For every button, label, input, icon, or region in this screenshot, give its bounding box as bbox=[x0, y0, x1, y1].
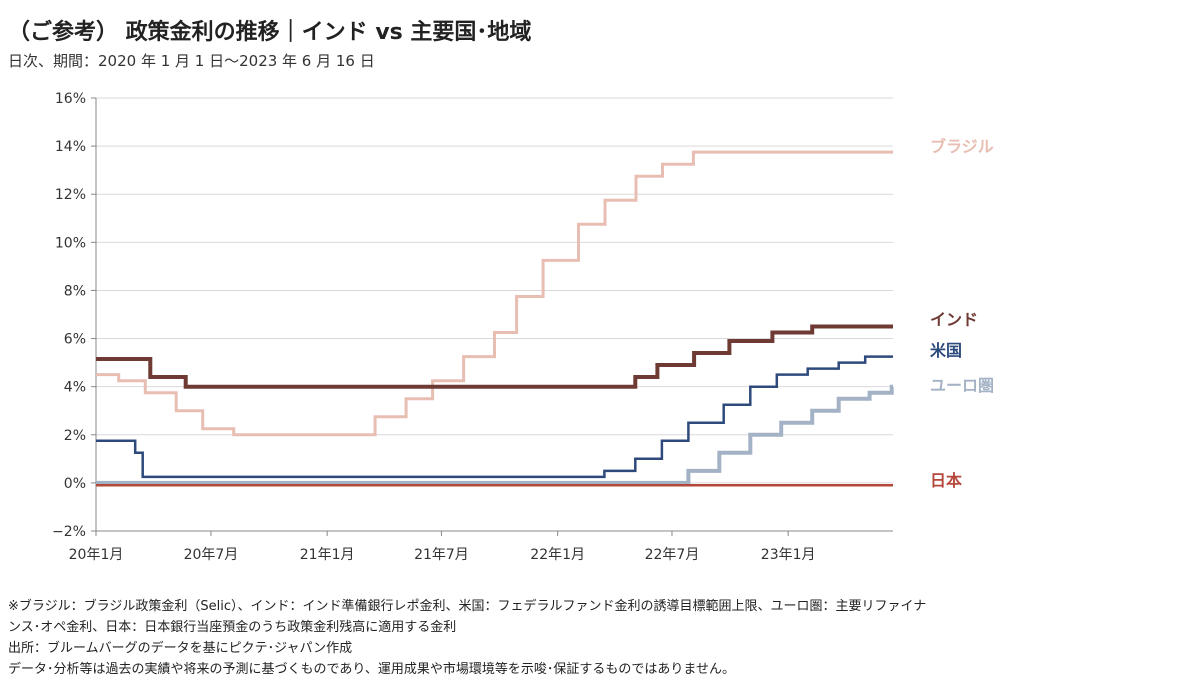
y-tick-label: 12% bbox=[55, 187, 86, 203]
series-lines bbox=[96, 150, 894, 487]
x-tick-label: 22年1月 bbox=[530, 547, 585, 563]
y-axis: 16% 14% 12% 10% 8% 6% 4% 2% 0% −2% bbox=[52, 91, 893, 540]
x-tick-label: 21年1月 bbox=[300, 547, 355, 563]
y-tick-label: 4% bbox=[64, 380, 86, 396]
y-tick-label: 16% bbox=[55, 91, 86, 107]
chart-subtitle: 日次、期間：2020 年 1 月 1 日～2023 年 6 月 16 日 bbox=[8, 52, 375, 70]
footnote-line: 出所：ブルームバーグのデータを基にピクテ･ジャパン作成 bbox=[8, 641, 353, 656]
footnote-line: ※ブラジル：ブラジル政策金利（Selic）、インド：インド準備銀行レポ金利、米国… bbox=[8, 599, 927, 614]
series-label-2: 米国 bbox=[930, 341, 962, 360]
series-line-2 bbox=[96, 355, 893, 479]
chart-title: （ご参考） 政策金利の推移｜インド vs 主要国･地域 bbox=[8, 20, 532, 45]
x-tick-label: 20年7月 bbox=[184, 547, 239, 563]
y-tick-label: 10% bbox=[55, 235, 86, 251]
series-label-4: 日本 bbox=[930, 471, 962, 490]
gridlines bbox=[96, 97, 893, 532]
x-tick-label: 20年1月 bbox=[69, 547, 124, 563]
x-tick-label: 23年1月 bbox=[761, 547, 816, 563]
series-line-1 bbox=[96, 324, 893, 389]
x-tick-label: 21年7月 bbox=[414, 547, 469, 563]
footnote-line: データ･分析等は過去の実績や将来の予測に基づくものであり、運用成果や市場環境等を… bbox=[8, 662, 735, 677]
x-tick-label: 22年7月 bbox=[645, 547, 700, 563]
chart-area: 16% 14% 12% 10% 8% 6% 4% 2% 0% −2% 20年1月 20年7月 21年1… bbox=[52, 91, 994, 563]
y-tick-label: 6% bbox=[64, 332, 86, 348]
y-tick-label: −2% bbox=[52, 524, 86, 540]
series-label-1: インド bbox=[930, 310, 978, 329]
y-tick-label: 14% bbox=[55, 139, 86, 155]
series-line-3 bbox=[96, 384, 894, 485]
footnotes: ※ブラジル：ブラジル政策金利（Selic）、インド：インド準備銀行レポ金利、米国… bbox=[8, 596, 1188, 680]
series-line-0 bbox=[96, 150, 893, 437]
y-tick-label: 8% bbox=[64, 283, 86, 299]
footnote-line: ンス･オペ金利、日本：日本銀行当座預金のうち政策金利残高に適用する金利 bbox=[8, 620, 457, 635]
series-label-3: ユーロ圏 bbox=[930, 376, 994, 395]
series-label-0: ブラジル bbox=[930, 137, 994, 156]
y-tick-label: 0% bbox=[64, 476, 86, 492]
x-axis: 20年1月 20年7月 21年1月 21年7月 22年1月 22年7月 23年1月 bbox=[69, 531, 816, 563]
y-tick-label: 2% bbox=[64, 428, 86, 444]
